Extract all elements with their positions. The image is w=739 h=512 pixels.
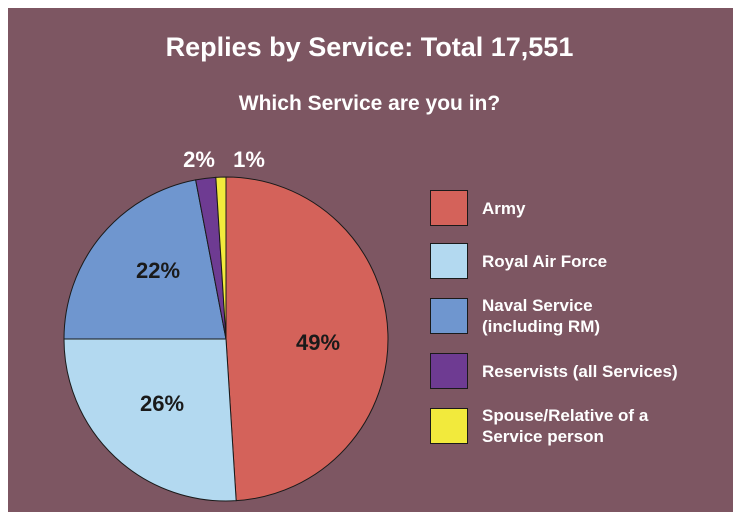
pie-slice-spouse-relative-of-a-service-person <box>215 176 227 340</box>
pie-slice-naval-service-including-rm <box>63 179 227 340</box>
legend-label: Reservists (all Services) <box>482 361 678 382</box>
legend-swatch <box>430 298 468 334</box>
slice-percent-label: 26% <box>140 391 184 416</box>
legend-label: Naval Service (including RM) <box>482 295 600 337</box>
legend-label-line: (including RM) <box>482 317 601 336</box>
legend-label-line: Spouse/Relative of a <box>482 406 649 425</box>
slice-percent-label: 2% <box>183 147 215 172</box>
chart-title: Replies by Service: Total 17,551 <box>165 32 574 62</box>
legend-label: Spouse/Relative of a Service person <box>482 405 648 447</box>
legend-label: Royal Air Force <box>482 251 607 272</box>
slice-percent-label: 49% <box>296 330 340 355</box>
legend-label-line: Reservists (all Services) <box>482 362 678 381</box>
slice-percent-label: 1% <box>233 147 265 172</box>
legend-swatch <box>430 243 468 279</box>
chart-subtitle: Which Service are you in? <box>238 92 501 115</box>
legend-swatch <box>430 190 468 226</box>
legend-label: Army <box>482 198 525 219</box>
legend-label-line: Royal Air Force <box>482 252 608 271</box>
pie-slice-army <box>225 176 389 502</box>
pie-slice-royal-air-force <box>63 338 237 502</box>
slice-percent-label: 22% <box>136 258 180 283</box>
legend-label-line: Naval Service <box>482 296 593 315</box>
legend-label-line: Army <box>482 199 526 218</box>
legend-swatch <box>430 408 468 444</box>
legend-label-line: Service person <box>482 427 604 446</box>
legend-swatch <box>430 353 468 389</box>
